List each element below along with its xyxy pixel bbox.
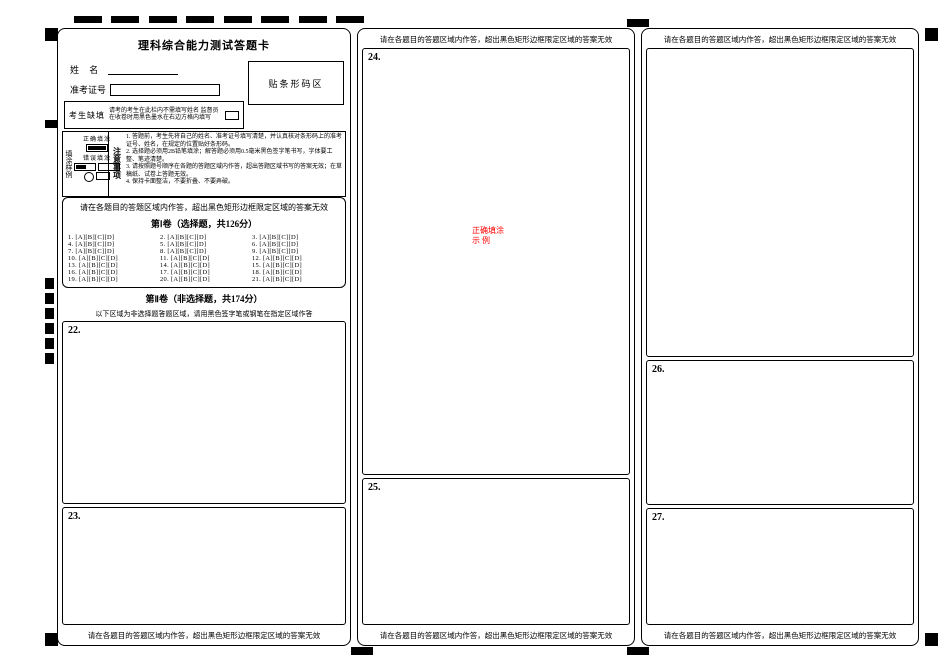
notice-item: 1. 答题前，考生先将自己的姓名、准考证号填写清楚，并认真核对条形码上的准考证号… xyxy=(126,134,343,149)
mark-bot-mid2 xyxy=(351,647,373,655)
absent-text: 请考的考生在此栏内不需填写姓名 监督员在收卷时用黑色墨水在右边方格内填写 xyxy=(109,108,221,122)
notice-box: 填涂样例 正确填涂 错误填涂 注意事项 xyxy=(62,131,346,197)
barcode-area: 贴条形码区 xyxy=(248,61,344,105)
correct-fill-icon xyxy=(86,144,108,152)
warning-text: 请在各题目的答题区域内作答，超出黑色矩形边框限定区域的答案无效 xyxy=(66,200,342,215)
mark-top-mid xyxy=(627,19,649,27)
mc-item[interactable]: 15. [A][B][C][D] xyxy=(252,262,340,269)
mc-item[interactable]: 12. [A][B][C][D] xyxy=(252,255,340,262)
id-label: 准考证号 xyxy=(70,83,106,96)
wrong-fill-icon xyxy=(98,163,120,171)
notice-list: 1. 答题前，考生先将自己的姓名、准考证号填写清楚，并认真核对条形码上的准考证号… xyxy=(123,134,343,194)
panel-3: 请在各题目的答题区域内作答，超出黑色矩形边框限定区域的答案无效 26. 27. … xyxy=(641,28,919,646)
mc-item[interactable]: 19. [A][B][C][D] xyxy=(68,276,156,283)
answer-box-cont[interactable] xyxy=(646,48,914,357)
mc-item[interactable]: 13. [A][B][C][D] xyxy=(68,262,156,269)
left-ticks xyxy=(45,278,54,368)
wrong-fill-icon xyxy=(74,163,96,171)
wrong-fill-icon xyxy=(96,172,110,180)
footer-warning-3: 请在各题目的答题区域内作答，超出黑色矩形边框限定区域的答案无效 xyxy=(646,628,914,641)
section1-box: 请在各题目的答题区域内作答，超出黑色矩形边框限定区域的答案无效 第Ⅰ卷（选择题，… xyxy=(62,197,346,288)
mc-item[interactable]: 18. [A][B][C][D] xyxy=(252,269,340,276)
fill-example: 填涂样例 正确填涂 错误填涂 xyxy=(63,132,109,196)
mc-item[interactable]: 2. [A][B][C][D] xyxy=(160,234,248,241)
mc-item[interactable]: 21. [A][B][C][D] xyxy=(252,276,340,283)
answer-box-27[interactable]: 27. xyxy=(646,508,914,625)
section1-title: 第Ⅰ卷（选择题，共126分） xyxy=(66,215,342,232)
mc-item[interactable]: 8. [A][B][C][D] xyxy=(160,248,248,255)
mc-item[interactable]: 1. [A][B][C][D] xyxy=(68,234,156,241)
absent-checkbox[interactable] xyxy=(225,111,239,120)
answer-sheet: 理科综合能力测试答题卡 姓 名 准考证号 考生缺填 请考的考生在此栏内不需填写姓… xyxy=(57,28,919,646)
footer-warning-1: 请在各题目的答题区域内作答，超出黑色矩形边框限定区域的答案无效 xyxy=(62,628,346,641)
mc-item[interactable]: 16. [A][B][C][D] xyxy=(68,269,156,276)
answer-box-22[interactable]: 22. xyxy=(62,321,346,504)
section2-title: 第Ⅱ卷（非选择题，共174分） xyxy=(62,290,346,307)
qnum-25: 25. xyxy=(368,482,624,493)
wrong-fill-icon xyxy=(84,172,94,182)
mc-item[interactable]: 6. [A][B][C][D] xyxy=(252,241,340,248)
qnum-22: 22. xyxy=(68,325,340,336)
mc-item[interactable]: 20. [A][B][C][D] xyxy=(160,276,248,283)
mark-bot-mid xyxy=(627,647,649,655)
fill-example-label: 填涂样例 xyxy=(65,134,72,194)
cut-dashes xyxy=(74,16,364,23)
mc-item[interactable]: 3. [A][B][C][D] xyxy=(252,234,340,241)
header-info: 姓 名 准考证号 考生缺填 请考的考生在此栏内不需填写姓名 监督员在收卷时用黑色… xyxy=(64,61,344,129)
notice-item: 4. 保持卡面整洁，不要折叠、不要弄破。 xyxy=(126,179,343,187)
absent-label: 考生缺填 xyxy=(69,110,105,121)
panel-1: 理科综合能力测试答题卡 姓 名 准考证号 考生缺填 请考的考生在此栏内不需填写姓… xyxy=(57,28,351,646)
qnum-23: 23. xyxy=(68,511,340,522)
answer-box-23[interactable]: 23. xyxy=(62,507,346,625)
qnum-27: 27. xyxy=(652,512,908,523)
mc-item[interactable]: 17. [A][B][C][D] xyxy=(160,269,248,276)
answer-box-25[interactable]: 25. xyxy=(362,478,630,626)
footer-warning-2: 请在各题目的答题区域内作答，超出黑色矩形边框限定区域的答案无效 xyxy=(362,628,630,641)
top-warning-2: 请在各题目的答题区域内作答，超出黑色矩形边框限定区域的答案无效 xyxy=(362,33,630,48)
barcode-label: 贴条形码区 xyxy=(268,77,323,90)
absent-box: 考生缺填 请考的考生在此栏内不需填写姓名 监督员在收卷时用黑色墨水在右边方格内填… xyxy=(64,101,244,129)
free-note: 以下区域为非选择题答题区域，请用黑色签字笔或钢笔在指定区域作答 xyxy=(62,307,346,321)
correct-fill-label: 正确填涂 xyxy=(83,134,111,143)
mark-tr xyxy=(925,28,938,41)
top-warning-3: 请在各题目的答题区域内作答，超出黑色矩形边框限定区域的答案无效 xyxy=(646,33,914,48)
qnum-26: 26. xyxy=(652,364,908,375)
mc-item[interactable]: 5. [A][B][C][D] xyxy=(160,241,248,248)
mark-br xyxy=(925,633,938,646)
mc-item[interactable]: 11. [A][B][C][D] xyxy=(160,255,248,262)
panel-2: 请在各题目的答题区域内作答，超出黑色矩形边框限定区域的答案无效 24. 25. … xyxy=(357,28,635,646)
answer-box-26[interactable]: 26. xyxy=(646,360,914,505)
name-label: 姓 名 xyxy=(70,63,102,76)
notice-item: 3. 请按照题号顺序在各题的答题区域内作答，超出答题区域书写的答案无效；在草稿纸… xyxy=(126,164,343,179)
mc-item[interactable]: 14. [A][B][C][D] xyxy=(160,262,248,269)
id-field[interactable] xyxy=(110,84,220,96)
mc-item[interactable]: 4. [A][B][C][D] xyxy=(68,241,156,248)
mc-item[interactable]: 10. [A][B][C][D] xyxy=(68,255,156,262)
sheet-title: 理科综合能力测试答题卡 xyxy=(62,33,346,59)
notice-item: 2. 选择题必须用2B铅笔填涂；解答题必须用0.5毫米黑色签字笔书写，字体要工整… xyxy=(126,149,343,164)
mc-grid: 1. [A][B][C][D] 2. [A][B][C][D] 3. [A][B… xyxy=(66,232,342,285)
answer-box-24[interactable]: 24. xyxy=(362,48,630,475)
mc-item[interactable]: 9. [A][B][C][D] xyxy=(252,248,340,255)
name-field[interactable] xyxy=(108,65,178,75)
qnum-24: 24. xyxy=(368,52,624,63)
wrong-fill-label: 错误填涂 xyxy=(83,153,111,162)
mc-item[interactable]: 7. [A][B][C][D] xyxy=(68,248,156,255)
